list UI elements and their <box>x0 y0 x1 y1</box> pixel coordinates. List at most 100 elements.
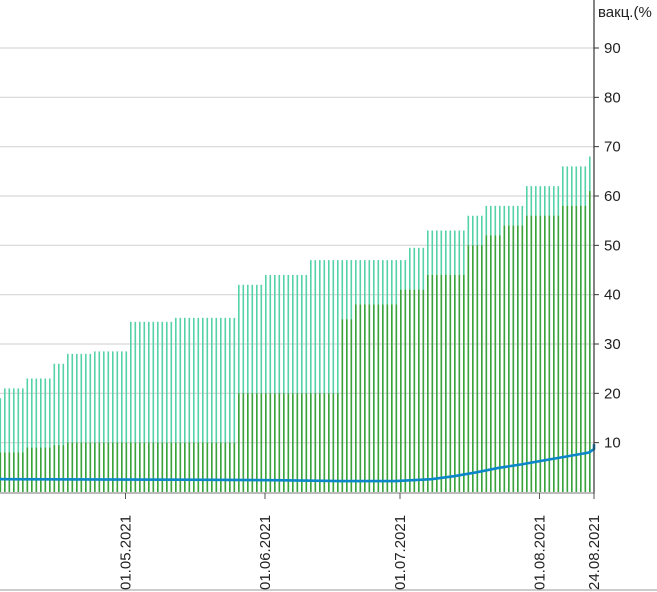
bar-fully-vaccinated <box>35 447 38 492</box>
bar-fully-vaccinated <box>409 289 411 492</box>
bar-one-dose <box>35 378 38 492</box>
bar-fully-vaccinated <box>332 393 335 492</box>
bar-fully-vaccinated <box>161 442 164 492</box>
series-at-least-one-dose <box>0 156 591 493</box>
bar-fully-vaccinated <box>170 442 173 492</box>
bar-fully-vaccinated <box>580 205 582 492</box>
bar-fully-vaccinated <box>512 225 515 492</box>
bar-fully-vaccinated <box>323 393 326 492</box>
bar-fully-vaccinated <box>256 393 258 492</box>
bar-fully-vaccinated <box>454 274 456 492</box>
bar-one-dose <box>292 274 294 492</box>
bar-fully-vaccinated <box>49 447 51 492</box>
bar-fully-vaccinated <box>467 245 470 492</box>
bar-one-dose <box>296 274 299 492</box>
bar-fully-vaccinated <box>355 304 357 492</box>
bar-fully-vaccinated <box>103 442 105 492</box>
bar-fully-vaccinated <box>535 215 537 492</box>
bar-fully-vaccinated <box>211 442 213 492</box>
bar-one-dose <box>323 260 326 492</box>
bar-one-dose <box>202 317 204 492</box>
bar-one-dose <box>134 321 137 492</box>
bar-one-dose <box>116 351 119 492</box>
y-tick-label-30: 30 <box>604 336 621 353</box>
bar-fully-vaccinated <box>553 215 555 492</box>
bar-fully-vaccinated <box>404 289 407 492</box>
bar-one-dose <box>188 317 191 492</box>
bar-one-dose <box>229 317 231 492</box>
bar-one-dose <box>175 317 177 492</box>
bar-fully-vaccinated <box>301 393 303 492</box>
bar-fully-vaccinated <box>188 442 191 492</box>
bar-one-dose <box>67 353 69 492</box>
bar-one-dose <box>310 260 312 492</box>
bar-one-dose <box>305 274 308 492</box>
bar-fully-vaccinated <box>274 393 276 492</box>
bar-one-dose <box>148 321 150 492</box>
bar-fully-vaccinated <box>80 442 83 492</box>
bar-fully-vaccinated <box>13 452 15 492</box>
bar-one-dose <box>332 260 335 492</box>
bar-one-dose <box>44 378 47 492</box>
bar-fully-vaccinated <box>152 442 155 492</box>
bar-one-dose <box>85 353 87 492</box>
x-tick-label-2: 01.07.2021 <box>392 515 409 590</box>
bar-fully-vaccinated <box>224 442 227 492</box>
bar-fully-vaccinated <box>125 442 128 492</box>
bar-one-dose <box>49 378 51 492</box>
bar-one-dose <box>0 398 2 492</box>
y-tick-label-70: 70 <box>604 139 621 156</box>
bar-fully-vaccinated <box>589 191 591 493</box>
bar-one-dose <box>224 317 227 492</box>
bar-fully-vaccinated <box>130 442 132 492</box>
bar-fully-vaccinated <box>548 215 551 492</box>
bar-fully-vaccinated <box>71 442 74 492</box>
bar-fully-vaccinated <box>157 442 159 492</box>
bar-one-dose <box>260 284 263 492</box>
bar-fully-vaccinated <box>400 289 402 492</box>
bar-fully-vaccinated <box>287 393 290 492</box>
bar-one-dose <box>274 274 276 492</box>
y-tick-label-80: 80 <box>604 89 621 106</box>
bar-one-dose <box>197 317 200 492</box>
bar-fully-vaccinated <box>508 225 510 492</box>
bar-one-dose <box>269 274 272 492</box>
bar-fully-vaccinated <box>544 215 546 492</box>
bar-fully-vaccinated <box>89 442 92 492</box>
y-tick-label-50: 50 <box>604 237 621 254</box>
bar-fully-vaccinated <box>539 215 542 492</box>
bar-one-dose <box>53 363 56 492</box>
bar-one-dose <box>233 317 236 492</box>
bar-fully-vaccinated <box>395 304 398 492</box>
bar-one-dose <box>287 274 290 492</box>
bar-fully-vaccinated <box>422 289 425 492</box>
bar-one-dose <box>301 274 303 492</box>
bar-fully-vaccinated <box>283 393 285 492</box>
bar-one-dose <box>26 378 29 492</box>
bar-fully-vaccinated <box>413 289 416 492</box>
bar-fully-vaccinated <box>476 245 479 492</box>
bar-one-dose <box>89 353 92 492</box>
bar-fully-vaccinated <box>575 205 578 492</box>
bar-fully-vaccinated <box>566 205 569 492</box>
bar-fully-vaccinated <box>98 442 101 492</box>
bar-one-dose <box>337 260 339 492</box>
bar-one-dose <box>125 351 128 492</box>
bar-fully-vaccinated <box>17 452 20 492</box>
bar-fully-vaccinated <box>107 442 110 492</box>
bar-fully-vaccinated <box>440 274 443 492</box>
bar-one-dose <box>328 260 330 492</box>
bar-one-dose <box>103 351 105 492</box>
x-tick-label-0: 01.05.2021 <box>118 515 135 590</box>
bar-fully-vaccinated <box>260 393 263 492</box>
bar-fully-vaccinated <box>94 442 96 492</box>
bar-one-dose <box>215 317 218 492</box>
x-tick-label-1: 01.06.2021 <box>257 515 274 590</box>
bar-fully-vaccinated <box>562 205 564 492</box>
bar-fully-vaccinated <box>143 442 146 492</box>
bar-one-dose <box>242 284 245 492</box>
bar-fully-vaccinated <box>44 447 47 492</box>
bar-fully-vaccinated <box>530 215 533 492</box>
bar-fully-vaccinated <box>184 442 186 492</box>
bar-one-dose <box>31 378 33 492</box>
